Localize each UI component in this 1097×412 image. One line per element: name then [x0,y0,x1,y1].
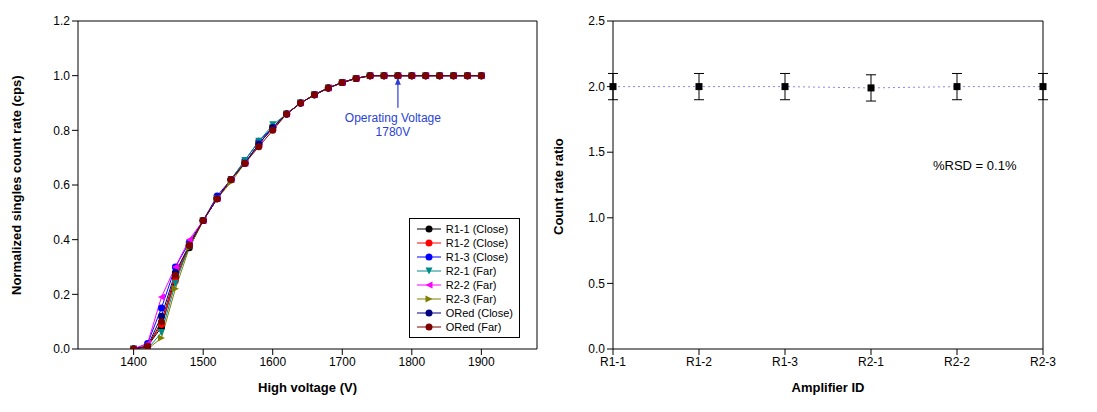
svg-text:1900: 1900 [468,355,495,369]
svg-text:Amplifier ID: Amplifier ID [792,380,865,395]
svg-text:1800: 1800 [398,355,425,369]
svg-text:0.8: 0.8 [53,124,70,138]
svg-text:R2-1: R2-1 [858,355,884,369]
svg-text:Operating Voltage: Operating Voltage [345,111,441,125]
svg-text:Count rate ratio: Count rate ratio [551,138,566,235]
svg-text:1.2: 1.2 [53,14,70,28]
svg-text:0.0: 0.0 [53,342,70,356]
svg-text:0.4: 0.4 [53,233,70,247]
svg-text:1400: 1400 [120,355,147,369]
svg-text:0.2: 0.2 [53,288,70,302]
svg-text:1500: 1500 [190,355,217,369]
html-text:ORed (Close): ORed (Close) [445,307,513,319]
svg-text:R1-1: R1-1 [600,355,626,369]
html-text:R1-2 (Close): R1-2 (Close) [445,237,509,249]
svg-text:1.0: 1.0 [53,69,70,83]
svg-text:R1-2: R1-2 [686,355,712,369]
svg-text:High voltage (V): High voltage (V) [258,380,357,395]
svg-text:0.5: 0.5 [588,277,605,291]
svg-text:R1-3: R1-3 [772,355,798,369]
html-text:ORed (Far): ORed (Far) [445,321,502,333]
html-text:R2-2 (Far): R2-2 (Far) [445,279,497,291]
svg-text:R2-2: R2-2 [944,355,970,369]
svg-text:2.0: 2.0 [588,80,605,94]
svg-text:1.5: 1.5 [588,145,605,159]
svg-text:1780V: 1780V [376,125,411,139]
svg-text:0.6: 0.6 [53,178,70,192]
svg-text:R2-3: R2-3 [1030,355,1056,369]
html-text:R1-3 (Close): R1-3 (Close) [445,251,509,263]
svg-text:2.5: 2.5 [588,14,605,28]
html-text:%RSD = 0.1%: %RSD = 0.1% [933,158,1017,173]
html-text:R1-1 (Close): R1-1 (Close) [445,223,509,235]
svg-text:1.0: 1.0 [588,211,605,225]
html-text:R2-3 (Far): R2-3 (Far) [445,293,497,305]
html-text:R2-1 (Far): R2-1 (Far) [445,265,497,277]
svg-text:1600: 1600 [259,355,286,369]
svg-text:0.0: 0.0 [588,342,605,356]
svg-text:Normalized singles count rate: Normalized singles count rate (cps) [9,75,24,295]
svg-text:1700: 1700 [329,355,356,369]
